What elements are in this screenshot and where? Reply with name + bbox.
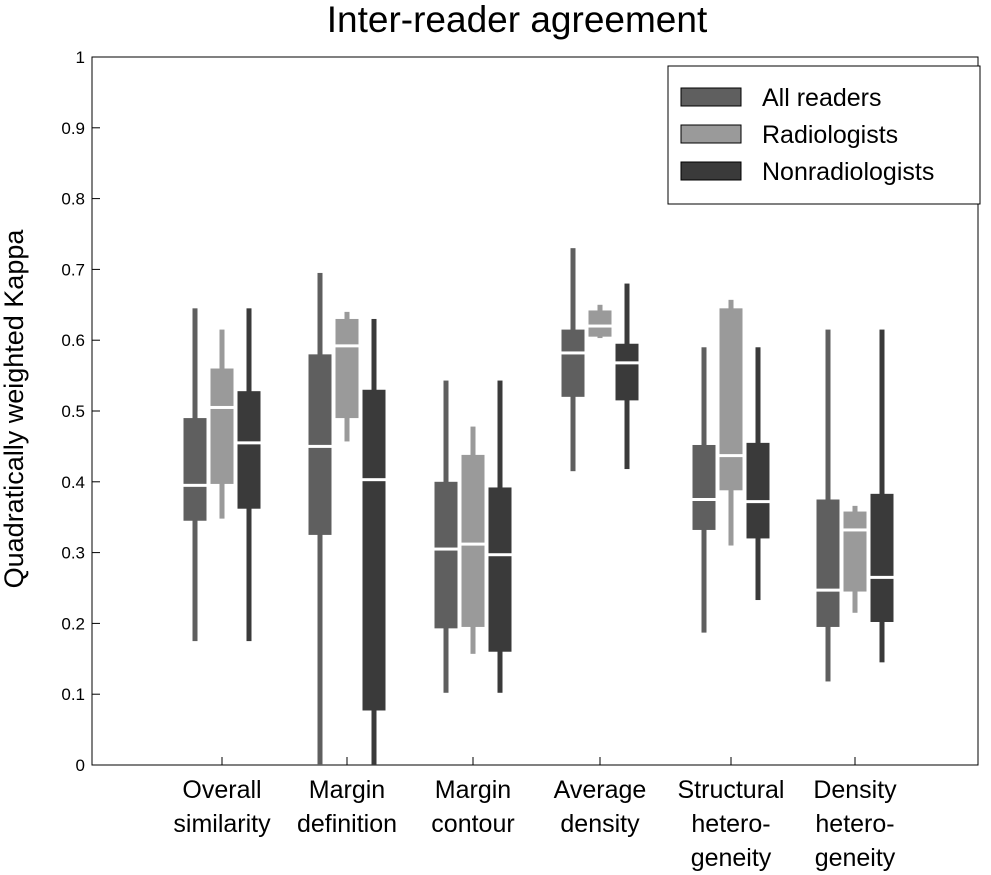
legend-label-all-readers: All readers: [762, 84, 882, 112]
x-axis-category-labels: Overall similarity Margin definition Margin c…: [173, 776, 897, 872]
box-median-line: [308, 444, 332, 448]
box-all-readers: [561, 248, 585, 472]
box-all-readers: [816, 329, 840, 682]
y-tick-label: 0.9: [61, 119, 85, 138]
box-median-line: [692, 498, 716, 501]
x-tick-label: Margin contour: [431, 776, 514, 838]
legend-swatch-all-readers: [680, 87, 742, 107]
box-iqr: [746, 442, 770, 539]
y-tick-label: 0.6: [61, 331, 85, 350]
y-tick-label: 0: [76, 756, 85, 775]
box-iqr: [816, 499, 840, 627]
box-nonradiologists: [362, 318, 386, 765]
y-tick-label: 0.4: [61, 473, 85, 492]
box-median-line: [488, 553, 512, 557]
x-tick-label: Density hetero-geneity: [813, 776, 897, 872]
box-median-line: [434, 547, 458, 551]
box-median-line: [561, 351, 585, 355]
box-iqr: [308, 354, 332, 535]
box-nonradiologists: [615, 283, 639, 470]
box-median-line: [746, 500, 770, 504]
x-tick-label: Overall similarity: [173, 776, 271, 838]
y-tick-label: 0.7: [61, 260, 85, 279]
y-tick-label: 0.1: [61, 685, 85, 704]
box-iqr: [183, 418, 207, 521]
box-radiologists: [843, 505, 867, 613]
box-median-line: [719, 454, 743, 458]
x-tick-label: Margin definition: [297, 776, 397, 838]
legend-swatch-nonradiologists: [680, 161, 742, 181]
box-median-line: [588, 324, 612, 328]
box-median-line: [335, 344, 359, 348]
box-radiologists: [719, 299, 743, 546]
box-iqr: [461, 454, 485, 627]
legend-label-radiologists: Radiologists: [762, 121, 898, 149]
y-tick-label: 0.3: [61, 544, 85, 563]
y-tick-label: 0.8: [61, 190, 85, 209]
box-iqr: [335, 318, 359, 419]
box-median-line: [870, 575, 894, 579]
box-all-readers: [183, 308, 207, 642]
y-tick-label: 0.2: [61, 614, 85, 633]
x-tick-label: Average density: [554, 776, 647, 838]
box-all-readers: [434, 380, 458, 693]
box-median-line: [816, 588, 840, 592]
box-all-readers: [308, 272, 332, 765]
legend-label-nonradiologists: Nonradiologists: [762, 158, 934, 186]
box-nonradiologists: [870, 329, 894, 663]
box-iqr: [692, 444, 716, 530]
box-iqr: [843, 511, 867, 592]
box-iqr: [615, 343, 639, 401]
box-iqr: [434, 481, 458, 629]
y-tick-label: 0.5: [61, 402, 85, 421]
y-axis-label: Quadratically weighted Kappa: [0, 229, 29, 589]
box-iqr: [561, 329, 585, 397]
chart-title: Inter-reader agreement: [327, 0, 708, 40]
box-radiologists: [210, 329, 234, 519]
y-axis-ticks: 0 0.1 0.2 0.3 0.4 0.5 0.6 0.7 0.8 0.9 1: [61, 48, 100, 775]
box-radiologists: [588, 304, 612, 339]
x-tick-label: Structural hetero-geneity: [678, 776, 785, 872]
box-radiologists: [461, 426, 485, 654]
box-iqr: [588, 310, 612, 337]
box-all-readers: [692, 347, 716, 633]
box-median-line: [362, 478, 386, 482]
box-iqr: [488, 487, 512, 652]
box-median-line: [461, 542, 485, 546]
y-tick-label: 1: [76, 48, 85, 67]
box-median-line: [210, 405, 234, 409]
legend-swatch-radiologists: [680, 124, 742, 144]
box-series-group: [183, 248, 894, 765]
box-median-line: [237, 441, 261, 445]
box-iqr: [237, 391, 261, 509]
box-radiologists: [335, 311, 359, 442]
box-iqr: [362, 389, 386, 711]
legend: All readers Radiologists Nonradiologists: [667, 65, 981, 205]
box-iqr: [210, 368, 234, 484]
box-nonradiologists: [488, 380, 512, 693]
box-nonradiologists: [746, 347, 770, 601]
box-iqr: [870, 493, 894, 622]
box-iqr: [719, 308, 743, 491]
box-median-line: [843, 528, 867, 532]
box-median-line: [183, 483, 207, 487]
box-nonradiologists: [237, 308, 261, 642]
box-median-line: [615, 361, 639, 365]
